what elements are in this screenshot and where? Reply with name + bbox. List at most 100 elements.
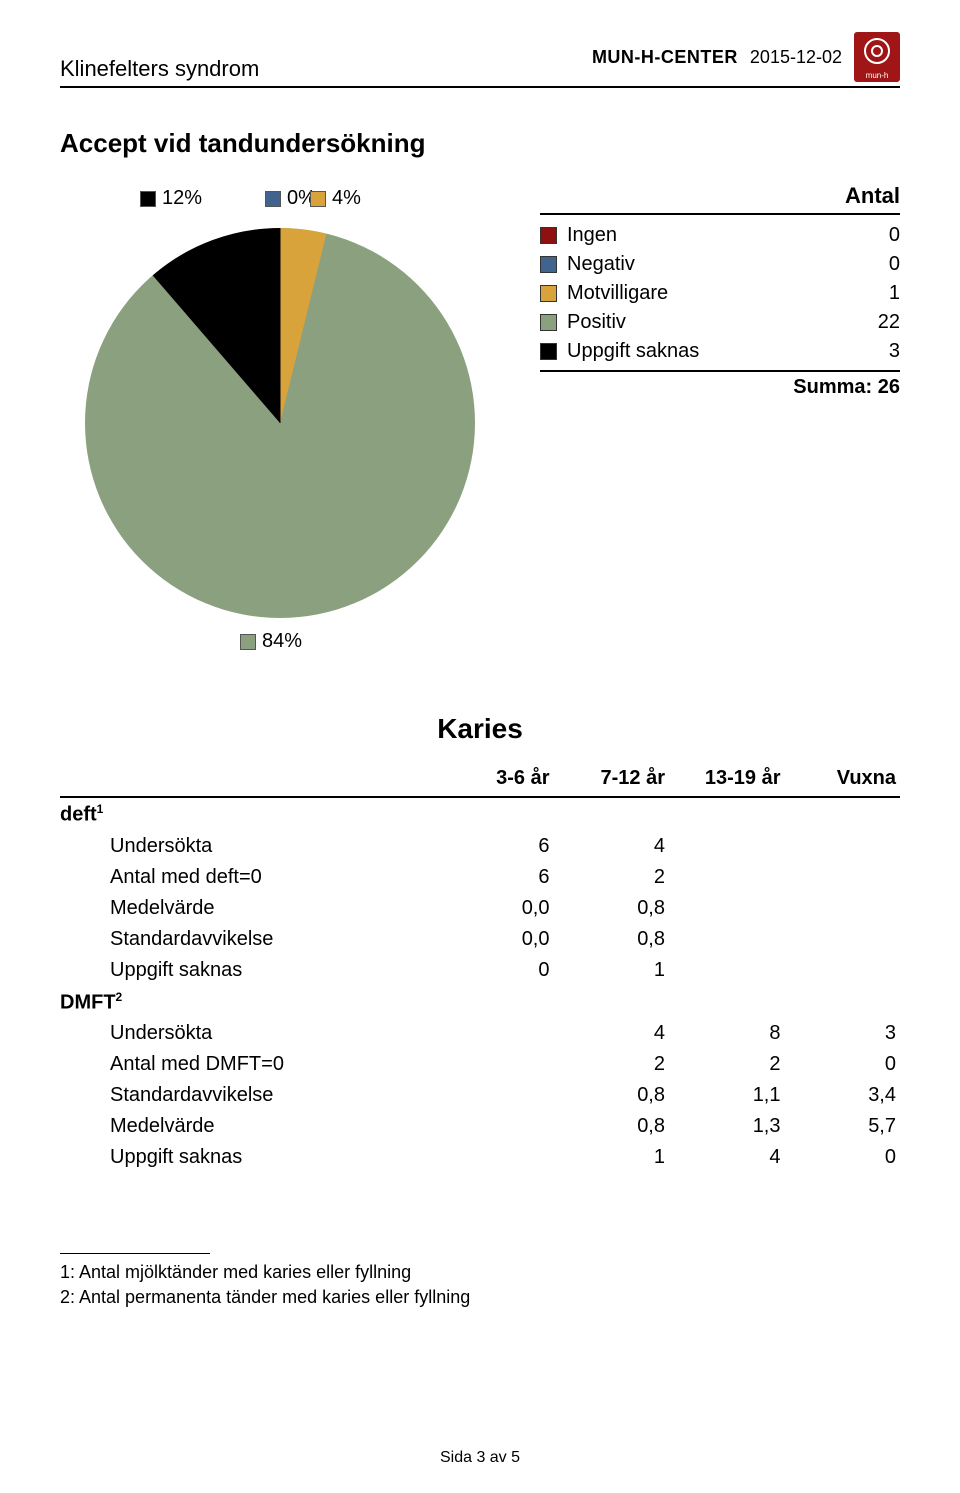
table-row: Uppgift saknas01 xyxy=(60,955,900,986)
legend-row: Positiv 22 xyxy=(540,308,900,337)
cell-value xyxy=(669,924,785,955)
cell-value xyxy=(785,862,901,893)
table-row: Undersökta 483 xyxy=(60,1018,900,1049)
swatch-icon xyxy=(540,285,557,302)
cell-value xyxy=(438,1080,554,1111)
legend-table: Antal Ingen 0 Negativ 0 Motvilligare xyxy=(540,183,900,399)
cell-value: 0,8 xyxy=(554,1080,670,1111)
pie-label-zero: 0% xyxy=(265,187,316,210)
legend-label: Motvilligare xyxy=(567,282,668,305)
karies-table: 3-6 år 7-12 år 13-19 år Vuxna deft1Under… xyxy=(60,761,900,1173)
cell-value: 0,0 xyxy=(438,893,554,924)
table-row: Uppgift saknas140 xyxy=(60,1142,900,1173)
section-title: Accept vid tandundersökning xyxy=(60,128,900,159)
legend-row: Negativ 0 xyxy=(540,250,900,279)
legend-label: Positiv xyxy=(567,311,626,334)
cell-value: 3,4 xyxy=(785,1080,901,1111)
cell-value: 0,8 xyxy=(554,924,670,955)
legend-value: 0 xyxy=(889,253,900,276)
row-label: Standardavvikelse xyxy=(60,1080,438,1111)
footnote-2: 2: Antal permanenta tänder med karies el… xyxy=(60,1287,900,1308)
page-number: Sida 3 av 5 xyxy=(0,1449,960,1467)
legend-divider: Summa: 26 xyxy=(540,370,900,399)
pie-chart: 12% 0% 4% 84% xyxy=(60,183,500,623)
col-header: 13-19 år xyxy=(669,761,785,797)
cell-value: 4 xyxy=(554,1018,670,1049)
footnote-rule xyxy=(60,1253,210,1254)
pie-label-text: 12% xyxy=(162,187,202,210)
munh-logo-icon: mun-h xyxy=(854,32,900,82)
row-label: Antal med deft=0 xyxy=(60,862,438,893)
cell-value xyxy=(785,893,901,924)
legend-label: Negativ xyxy=(567,253,635,276)
swatch-icon xyxy=(540,343,557,360)
cell-value: 0,0 xyxy=(438,924,554,955)
table-row: Medelvärde0,81,35,7 xyxy=(60,1111,900,1142)
header-right: MUN-H-CENTER 2015-12-02 mun-h xyxy=(592,32,900,82)
col-header: 3-6 år xyxy=(438,761,554,797)
pie-svg xyxy=(60,183,500,623)
cell-value: 1,1 xyxy=(669,1080,785,1111)
karies-title: Karies xyxy=(60,713,900,745)
cell-value: 2 xyxy=(554,1049,670,1080)
page-header: Klinefelters syndrom MUN-H-CENTER 2015-1… xyxy=(60,32,900,88)
table-row: Antal med deft=062 xyxy=(60,862,900,893)
swatch-icon xyxy=(540,227,557,244)
table-row: Standardavvikelse0,00,8 xyxy=(60,924,900,955)
cell-value xyxy=(438,1111,554,1142)
legend-value: 0 xyxy=(889,224,900,247)
table-group-label: deft1 xyxy=(60,797,900,831)
pie-and-legend: 12% 0% 4% 84% xyxy=(60,183,900,623)
row-label: Undersökta xyxy=(60,831,438,862)
swatch-icon xyxy=(540,256,557,273)
cell-value: 2 xyxy=(554,862,670,893)
cell-value: 0 xyxy=(438,955,554,986)
swatch-icon xyxy=(240,634,256,650)
legend-row: Motvilligare 1 xyxy=(540,279,900,308)
logo-text: mun-h xyxy=(854,71,900,80)
swatch-icon xyxy=(310,191,326,207)
row-label: Undersökta xyxy=(60,1018,438,1049)
row-label: Antal med DMFT=0 xyxy=(60,1049,438,1080)
doc-date: 2015-12-02 xyxy=(750,47,842,68)
cell-value: 3 xyxy=(785,1018,901,1049)
col-header: 7-12 år xyxy=(554,761,670,797)
cell-value: 8 xyxy=(669,1018,785,1049)
doc-title: Klinefelters syndrom xyxy=(60,56,259,82)
legend-sum: Summa: 26 xyxy=(540,376,900,399)
swatch-icon xyxy=(540,314,557,331)
cell-value: 0,8 xyxy=(554,1111,670,1142)
cell-value: 5,7 xyxy=(785,1111,901,1142)
swatch-icon xyxy=(265,191,281,207)
footnote-1: 1: Antal mjölktänder med karies eller fy… xyxy=(60,1262,900,1283)
cell-value: 0 xyxy=(785,1142,901,1173)
cell-value: 6 xyxy=(438,862,554,893)
swatch-icon xyxy=(140,191,156,207)
pie-label-text: 4% xyxy=(332,187,361,210)
legend-heading: Antal xyxy=(540,183,900,215)
pie-label-text: 84% xyxy=(262,630,302,653)
row-label: Uppgift saknas xyxy=(60,955,438,986)
page: Klinefelters syndrom MUN-H-CENTER 2015-1… xyxy=(0,0,960,1493)
cell-value xyxy=(785,831,901,862)
row-label: Uppgift saknas xyxy=(60,1142,438,1173)
cell-value xyxy=(669,893,785,924)
cell-value xyxy=(669,831,785,862)
legend-label: Ingen xyxy=(567,224,617,247)
row-label: Standardavvikelse xyxy=(60,924,438,955)
cell-value: 4 xyxy=(554,831,670,862)
pie-label-motvilligare: 4% xyxy=(310,187,361,210)
table-row: Standardavvikelse 0,81,13,4 xyxy=(60,1080,900,1111)
cell-value: 1,3 xyxy=(669,1111,785,1142)
cell-value xyxy=(785,924,901,955)
footnotes: 1: Antal mjölktänder med karies eller fy… xyxy=(60,1253,900,1308)
legend-value: 3 xyxy=(889,340,900,363)
legend-row: Ingen 0 xyxy=(540,221,900,250)
col-header: Vuxna xyxy=(785,761,901,797)
table-row: Undersökta64 xyxy=(60,831,900,862)
cell-value xyxy=(785,955,901,986)
pie-label-saknas: 12% xyxy=(140,187,202,210)
cell-value xyxy=(438,1142,554,1173)
cell-value xyxy=(669,955,785,986)
table-row: Antal med DMFT=0220 xyxy=(60,1049,900,1080)
